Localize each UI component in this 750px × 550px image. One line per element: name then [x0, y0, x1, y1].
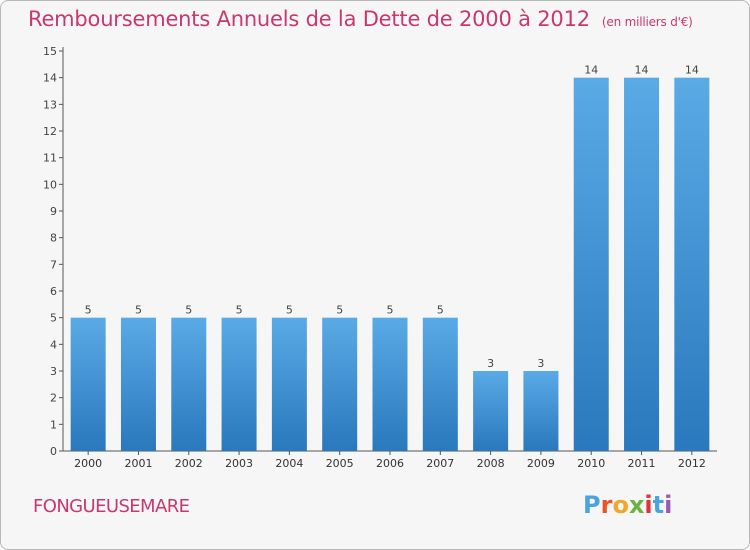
bar [523, 371, 559, 451]
y-tick-label: 4 [50, 338, 57, 351]
y-tick-label: 1 [50, 418, 57, 431]
x-tick-label: 2012 [678, 457, 706, 470]
bar [221, 317, 257, 451]
data-label: 5 [236, 304, 243, 317]
bar [674, 77, 710, 452]
bar [322, 317, 358, 451]
logo-letter: i [644, 491, 653, 519]
x-tick-label: 2008 [477, 457, 505, 470]
chart-bars: 5 5 5 5 5 5 5 5 3 3 14 14 14 [70, 64, 710, 452]
x-tick-label: 2009 [527, 457, 555, 470]
bar [422, 317, 458, 451]
y-tick-label: 3 [50, 365, 57, 378]
logo-letter: r [600, 491, 613, 519]
chart-title: Remboursements Annuels de la Dette de 20… [28, 7, 693, 31]
bar [120, 317, 156, 451]
data-label: 14 [685, 64, 699, 77]
data-label: 3 [537, 357, 544, 370]
y-tick-label: 9 [50, 205, 57, 218]
data-label: 14 [584, 64, 598, 77]
y-tick-label: 6 [50, 285, 57, 298]
y-tick-label: 11 [43, 152, 57, 165]
x-tick-label: 2011 [628, 457, 656, 470]
x-tick-label: 2007 [426, 457, 454, 470]
data-label: 5 [185, 304, 192, 317]
y-tick-label: 7 [50, 258, 57, 271]
y-tick-label: 2 [50, 392, 57, 405]
data-label: 5 [437, 304, 444, 317]
x-tick-label: 2001 [124, 457, 152, 470]
data-label: 5 [135, 304, 142, 317]
bar [624, 77, 660, 452]
proxiti-logo[interactable]: Proxiti [583, 491, 672, 519]
y-tick-label: 5 [50, 312, 57, 325]
logo-letter: P [583, 491, 601, 519]
chart-title-text: Remboursements Annuels de la Dette de 20… [28, 7, 590, 31]
y-tick-label: 12 [43, 125, 57, 138]
x-tick-label: 2002 [175, 457, 203, 470]
data-label: 14 [635, 64, 649, 77]
data-label: 5 [286, 304, 293, 317]
y-tick-label: 10 [43, 178, 57, 191]
town-name: FONGUEUSEMARE [33, 496, 190, 517]
y-tick-label: 15 [43, 45, 57, 58]
data-label: 3 [487, 357, 494, 370]
x-tick-label: 2004 [275, 457, 303, 470]
logo-letter: o [612, 491, 629, 519]
y-tick-label: 14 [43, 72, 57, 85]
bar [473, 371, 509, 451]
y-tick-label: 0 [50, 445, 57, 458]
bar [171, 317, 207, 451]
bar [70, 317, 106, 451]
chart-unit: (en milliers d'€) [601, 15, 693, 29]
x-tick-label: 2003 [225, 457, 253, 470]
bar [372, 317, 408, 451]
x-tick-label: 2010 [577, 457, 605, 470]
data-label: 5 [336, 304, 343, 317]
logo-letter: i [664, 491, 673, 519]
y-tick-label: 8 [50, 232, 57, 245]
y-tick-label: 13 [43, 98, 57, 111]
bar [271, 317, 307, 451]
data-label: 5 [387, 304, 394, 317]
logo-letter: t [652, 491, 665, 519]
logo-letter: x [628, 491, 645, 519]
data-label: 5 [85, 304, 92, 317]
bar [573, 77, 609, 452]
x-tick-label: 2006 [376, 457, 404, 470]
x-tick-label: 2005 [326, 457, 354, 470]
x-tick-label: 2000 [74, 457, 102, 470]
